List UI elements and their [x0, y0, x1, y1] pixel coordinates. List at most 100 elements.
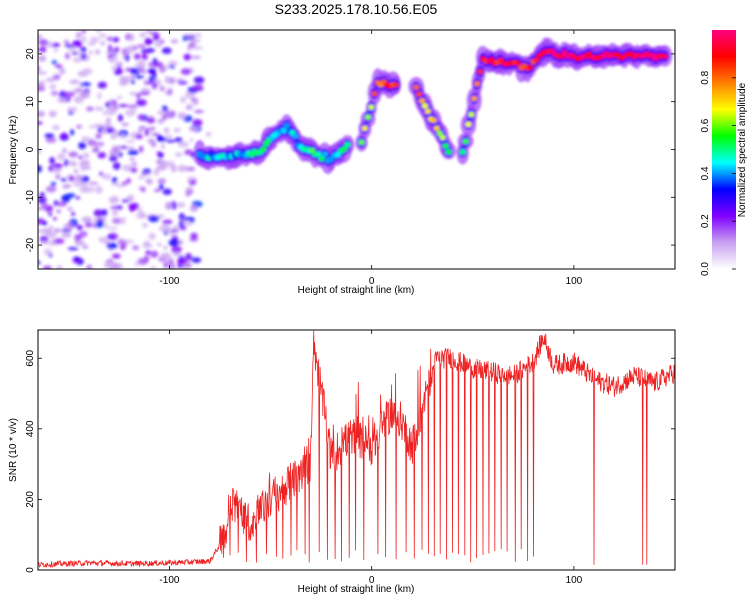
ridge-core: [315, 151, 322, 157]
ridge-core: [280, 127, 287, 134]
noise-speckle: [94, 49, 101, 55]
noise-speckle: [184, 149, 193, 156]
noise-speckle: [103, 261, 114, 269]
noise-speckle: [193, 84, 204, 89]
noise-speckle: [183, 53, 192, 61]
noise-speckle: [185, 253, 193, 261]
noise-speckle: [150, 142, 157, 147]
noise-speckle: [60, 177, 67, 182]
ridge-core: [309, 147, 316, 154]
noise-speckle: [84, 221, 93, 228]
noise-speckle: [64, 52, 71, 60]
colorbar-tick-label: 0.2: [700, 214, 711, 228]
noise-speckle: [133, 45, 138, 51]
noise-speckle: [111, 209, 119, 217]
noise-speckle: [117, 129, 129, 138]
noise-speckle: [157, 151, 164, 159]
noise-speckle: [153, 168, 160, 176]
noise-speckle: [193, 76, 205, 84]
noise-speckle: [97, 81, 107, 89]
noise-speckle: [134, 75, 145, 79]
spectrogram-y-ticks: -20 -10 0 10 20: [25, 48, 675, 252]
noise-speckle: [55, 64, 63, 69]
noise-speckle: [80, 163, 87, 172]
noise-speckle: [102, 111, 108, 115]
noise-speckle: [40, 45, 47, 53]
y-tick-label: -10: [25, 190, 36, 205]
noise-speckle: [139, 211, 146, 219]
ridge-core: [321, 151, 328, 158]
noise-speckle: [138, 125, 146, 130]
ridge-core: [433, 125, 440, 132]
noise-speckle: [205, 132, 212, 137]
noise-speckle: [146, 117, 156, 124]
noise-speckle: [51, 124, 60, 131]
y-tick-label: 400: [25, 420, 36, 437]
ridge-core: [471, 95, 478, 102]
noise-speckle: [174, 137, 183, 143]
noise-speckle: [75, 124, 83, 129]
noise-speckle: [164, 75, 170, 84]
colorbar-tick-label: 0.0: [700, 262, 711, 276]
noise-speckle: [50, 238, 56, 244]
noise-speckle: [38, 207, 44, 211]
x-tick-label: -100: [159, 575, 179, 586]
noise-speckle: [110, 101, 118, 107]
noise-speckle: [163, 126, 170, 134]
noise-speckle: [38, 55, 47, 62]
noise-speckle: [127, 149, 139, 156]
noise-speckle: [68, 175, 75, 182]
noise-speckle: [43, 248, 52, 256]
noise-speckle: [157, 242, 162, 247]
noise-speckle: [137, 207, 143, 212]
noise-speckle: [99, 171, 104, 177]
noise-speckle: [64, 91, 76, 98]
noise-speckle: [105, 119, 111, 127]
ridge-core: [442, 143, 449, 149]
noise-speckle: [124, 239, 134, 244]
noise-speckle: [176, 202, 186, 208]
noise-speckle: [138, 145, 144, 153]
noise-speckle: [128, 202, 140, 211]
noise-speckle: [171, 245, 182, 254]
noise-speckle: [38, 86, 46, 92]
ridge-core: [558, 53, 565, 60]
noise-speckle: [192, 119, 203, 127]
noise-speckle: [75, 196, 81, 200]
noise-speckle: [118, 151, 123, 158]
noise-speckle: [39, 241, 49, 245]
noise-speckle: [129, 74, 136, 80]
ridge-core: [365, 114, 372, 121]
noise-speckle: [127, 146, 135, 150]
noise-speckle: [111, 66, 116, 70]
noise-speckle: [101, 173, 112, 180]
noise-speckle: [186, 47, 192, 51]
noise-speckle: [86, 264, 93, 269]
noise-speckle: [55, 174, 61, 180]
noise-speckle: [82, 68, 93, 75]
noise-speckle: [93, 145, 100, 153]
noise-speckle: [121, 48, 129, 57]
noise-speckle: [147, 126, 156, 131]
colorbar: 0.0 0.2 0.4 0.6 0.8 Normalized spectral ampl…: [700, 30, 748, 276]
noise-speckle: [68, 222, 75, 227]
ridge-core: [561, 49, 568, 56]
noise-speckle: [120, 133, 126, 140]
noise-speckle: [148, 232, 156, 241]
ridge-core: [341, 146, 348, 152]
y-tick-label: 200: [25, 491, 36, 508]
noise-speckle: [180, 218, 186, 223]
noise-speckle: [74, 233, 80, 242]
y-tick-label: 20: [25, 48, 36, 60]
noise-speckle: [53, 48, 59, 53]
noise-speckle: [58, 67, 66, 75]
noise-speckle: [64, 44, 74, 48]
ridge-core: [445, 149, 452, 155]
ridge-core: [371, 90, 378, 97]
noise-speckle: [150, 250, 159, 258]
x-tick-label: -100: [159, 276, 179, 287]
snr-frame: [37, 329, 676, 571]
noise-speckle: [142, 168, 152, 174]
ridge-core: [468, 111, 475, 118]
